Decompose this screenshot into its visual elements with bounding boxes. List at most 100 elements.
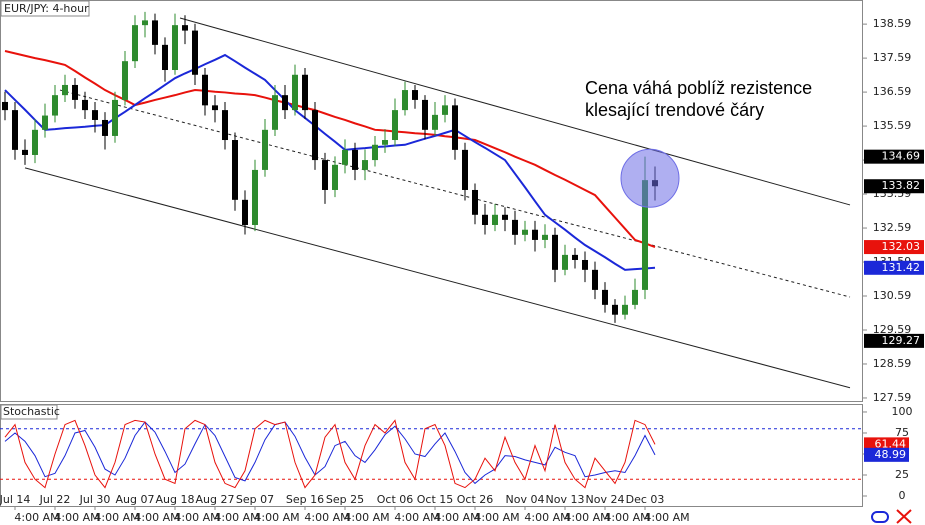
x-time-label: 4:00 AM <box>434 511 479 524</box>
y-tick-label: 129.59 <box>873 323 912 336</box>
candle-body <box>42 115 48 130</box>
x-tick-label: Nov 04 <box>506 493 545 506</box>
candle-body <box>302 74 308 111</box>
stochastic-panel-frame <box>0 404 863 507</box>
trend-line <box>179 17 851 206</box>
x-time-label: 4:00 AM <box>174 511 219 524</box>
chart-title: EUR/JPY: 4-hour <box>4 2 89 15</box>
stochastic-marker: 61.44 <box>875 437 907 450</box>
x-time-label: 4:00 AM <box>304 511 349 524</box>
title-box <box>0 0 90 17</box>
x-time-label: 4:00 AM <box>564 511 609 524</box>
candle-body <box>292 74 298 111</box>
candle-body <box>432 114 438 130</box>
candle-body <box>312 110 318 161</box>
candle-body <box>332 164 338 190</box>
x-time-label: 4:00 AM <box>644 511 689 524</box>
candle-body <box>422 99 428 130</box>
x-tick-label: Oct 06 <box>377 493 414 506</box>
highlight-circle <box>620 148 680 208</box>
candle-body <box>222 110 228 141</box>
candle-body <box>152 20 158 45</box>
candle-body <box>72 84 78 100</box>
x-tick-label: Nov 13 <box>546 493 585 506</box>
y-tick-label: 128.59 <box>873 357 912 370</box>
candle-body <box>442 105 448 115</box>
candle-body <box>502 214 508 220</box>
y-tick-label: 130.59 <box>873 289 912 302</box>
x-time-label: 4:00 AM <box>394 511 439 524</box>
candle-body <box>572 254 578 260</box>
y-tick-label: 100 <box>892 405 913 418</box>
x-time-label: 4:00 AM <box>214 511 259 524</box>
candle-body <box>182 25 188 31</box>
link-icon[interactable] <box>871 511 889 523</box>
candle-body <box>232 140 238 200</box>
annotation-line: Cena váhá poblíž rezistence <box>585 78 812 98</box>
candle-body <box>412 90 418 100</box>
x-time-label: 4:00 AM <box>474 511 519 524</box>
x-tick-label: Aug 07 <box>116 493 155 506</box>
trend-line <box>24 167 851 389</box>
candle-body <box>532 229 538 240</box>
candle-body <box>282 95 288 111</box>
candle-body <box>262 129 268 170</box>
y-tick-label: 138.59 <box>873 17 912 30</box>
x-tick-label: Nov 24 <box>586 493 625 506</box>
candle-body <box>492 214 498 225</box>
price-panel-frame <box>0 0 863 402</box>
candle-body <box>562 254 568 270</box>
last-price-marker: 133.82 <box>882 179 921 192</box>
price-marker-box <box>864 333 924 348</box>
ma-marker: 131.42 <box>882 261 921 274</box>
candle-body <box>472 189 478 215</box>
x-tick-label: Aug 27 <box>196 493 235 506</box>
candle-body <box>592 269 598 290</box>
candle-body <box>62 84 68 96</box>
ma-marker-box <box>864 260 924 275</box>
candle-body <box>32 129 38 155</box>
candle-body <box>362 160 368 170</box>
candle-body <box>272 95 278 130</box>
candle-body <box>142 20 148 26</box>
candle-body <box>192 30 198 75</box>
stochastic-marker-box <box>864 447 909 462</box>
candle-body <box>22 149 28 155</box>
candle-body <box>242 199 248 225</box>
x-tick-label: Dec 03 <box>626 493 665 506</box>
candle-body <box>622 304 628 315</box>
x-time-label: 4:00 AM <box>134 511 179 524</box>
stochastic-line <box>4 419 656 489</box>
candle-body <box>132 25 138 62</box>
close-icon[interactable] <box>896 509 912 524</box>
x-time-label: 4:00 AM <box>54 511 99 524</box>
candle-body <box>522 229 528 235</box>
candle-body <box>122 61 128 100</box>
candle-body <box>632 289 638 305</box>
x-time-label: 4:00 AM <box>254 511 299 524</box>
candle-body <box>482 214 488 225</box>
y-tick-label: 136.59 <box>873 85 912 98</box>
candle-body <box>202 74 208 106</box>
y-tick-label: 25 <box>895 468 909 481</box>
moving-average <box>4 50 656 249</box>
candle-body <box>542 234 548 240</box>
x-tick-label: Jul 22 <box>39 493 71 506</box>
x-tick-label: Oct 15 <box>417 493 454 506</box>
candle-body <box>402 90 408 111</box>
x-tick-label: Sep 07 <box>236 493 274 506</box>
y-tick-label: 137.59 <box>873 51 912 64</box>
candle-body <box>112 99 118 136</box>
y-tick-label: 135.59 <box>873 119 912 132</box>
candle-body <box>612 304 618 315</box>
candle-body <box>372 144 378 161</box>
candle-body <box>642 180 648 290</box>
price-marker: 129.27 <box>882 334 921 347</box>
candle-body <box>102 119 108 136</box>
candle-body <box>512 219 518 235</box>
candle-body <box>172 25 178 71</box>
candle-body <box>462 149 468 190</box>
candle-body <box>92 110 98 120</box>
y-tick-label: 132.59 <box>873 221 912 234</box>
